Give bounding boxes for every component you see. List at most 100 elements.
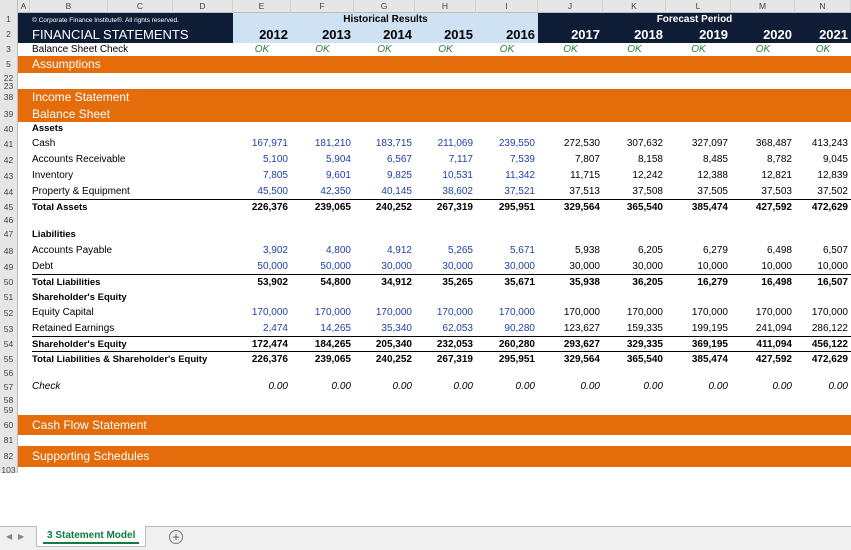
value-ar-2013[interactable]: 5,904	[325, 154, 351, 165]
value-inventory-2016[interactable]: 11,342	[505, 170, 535, 181]
value-ar-2020[interactable]: 8,782	[766, 154, 792, 165]
value-inventory-2012[interactable]: 7,805	[262, 170, 288, 181]
value-total_liab-2021[interactable]: 16,507	[817, 277, 848, 288]
value-equity_capital-2019[interactable]: 170,000	[691, 307, 728, 318]
value-total_liab-2017[interactable]: 35,938	[569, 277, 600, 288]
subheader-assets-header[interactable]: Assets	[32, 123, 64, 134]
value-ap-2020[interactable]: 6,498	[766, 245, 792, 256]
value-equity_capital-2021[interactable]: 170,000	[811, 307, 848, 318]
value-inventory-2019[interactable]: 12,388	[697, 170, 728, 181]
value-total_assets-2013[interactable]: 239,065	[314, 202, 351, 213]
check-value-2018[interactable]: 0.00	[643, 381, 663, 392]
row-number[interactable]: 57	[0, 379, 18, 395]
value-ap-2013[interactable]: 4,800	[325, 245, 351, 256]
value-total_assets-2018[interactable]: 365,540	[626, 202, 663, 213]
check-value-2019[interactable]: 0.00	[708, 381, 728, 392]
value-cash-2018[interactable]: 307,632	[626, 138, 663, 149]
year-header-2019[interactable]: 2019	[666, 26, 731, 43]
row-label-inventory[interactable]: Inventory	[32, 170, 74, 181]
value-total_le-2019[interactable]: 385,474	[691, 354, 728, 365]
row-number[interactable]: 81	[0, 435, 18, 446]
balance-check-ok[interactable]: OK	[377, 44, 392, 55]
column-header-l[interactable]: L	[666, 0, 731, 13]
value-retained-2013[interactable]: 14,265	[291, 321, 354, 337]
row-number[interactable]: 5	[0, 56, 18, 73]
value-equity_capital-2018[interactable]: 170,000	[626, 307, 663, 318]
row-number[interactable]: 56	[0, 367, 18, 379]
value-cash-2014[interactable]: 183,715	[375, 138, 412, 149]
value-ppe-2017[interactable]: 37,513	[538, 184, 603, 200]
value-total_liab-2020[interactable]: 16,498	[761, 277, 792, 288]
check-value-2014[interactable]: 0.00	[392, 381, 412, 392]
value-total_equity-2012[interactable]: 172,474	[233, 337, 291, 352]
balance-check-ok[interactable]: OK	[815, 44, 831, 55]
value-inventory-2017[interactable]: 11,715	[570, 170, 600, 181]
section-header-balance-sheet[interactable]: Balance Sheet	[18, 106, 851, 122]
row-number[interactable]: 38	[0, 89, 18, 106]
row-number[interactable]: 45	[0, 200, 18, 215]
column-header-c[interactable]: C	[108, 0, 173, 13]
row-label-retained[interactable]: Retained Earnings	[32, 321, 233, 337]
column-header-f[interactable]: F	[291, 0, 354, 13]
value-total_equity-2016[interactable]: 260,280	[476, 337, 538, 352]
value-total_assets-2017[interactable]: 329,564	[563, 202, 600, 213]
value-equity_capital-2012[interactable]: 170,000	[251, 307, 288, 318]
value-equity_capital-2016[interactable]: 170,000	[498, 307, 535, 318]
value-total_le-2014[interactable]: 240,252	[375, 354, 412, 365]
value-total_liab-2013[interactable]: 54,800	[320, 277, 351, 288]
balance-check-ok[interactable]: OK	[627, 44, 642, 55]
row-number[interactable]: 40	[0, 122, 18, 136]
value-ap-2015[interactable]: 5,265	[447, 245, 473, 256]
row-number[interactable]: 39	[0, 106, 18, 122]
section-header-income-statement[interactable]: Income Statement	[18, 89, 851, 106]
check-row-label[interactable]: Check	[32, 381, 61, 392]
value-debt-2012[interactable]: 50,000	[233, 259, 291, 275]
value-inventory-2013[interactable]: 9,601	[325, 170, 351, 181]
value-debt-2021[interactable]: 10,000	[795, 259, 851, 275]
value-total_liab-2018[interactable]: 36,205	[632, 277, 663, 288]
value-debt-2014[interactable]: 30,000	[354, 259, 415, 275]
value-cash-2015[interactable]: 211,069	[437, 138, 473, 149]
value-equity_capital-2015[interactable]: 170,000	[436, 307, 473, 318]
value-ppe-2021[interactable]: 37,502	[795, 184, 851, 200]
value-total_le-2013[interactable]: 239,065	[314, 354, 351, 365]
row-number[interactable]: 54	[0, 337, 18, 352]
value-total_le-2017[interactable]: 329,564	[563, 354, 600, 365]
value-total_liab-2012[interactable]: 53,902	[257, 277, 288, 288]
column-header-m[interactable]: M	[731, 0, 795, 13]
value-total_assets-2019[interactable]: 385,474	[691, 202, 728, 213]
value-total_assets-2016[interactable]: 295,951	[498, 202, 535, 213]
year-header-2012[interactable]: 2012	[233, 26, 291, 43]
value-ppe-2015[interactable]: 38,602	[415, 184, 476, 200]
row-label-debt[interactable]: Debt	[32, 259, 233, 275]
value-ap-2012[interactable]: 3,902	[262, 245, 288, 256]
balance-check-ok[interactable]: OK	[691, 44, 706, 55]
check-value-2016[interactable]: 0.00	[515, 381, 535, 392]
row-number[interactable]: 51	[0, 290, 18, 305]
value-ar-2018[interactable]: 8,158	[637, 154, 663, 165]
value-total_equity-2020[interactable]: 411,094	[731, 337, 795, 352]
value-inventory-2015[interactable]: 10,531	[442, 170, 473, 181]
balance-check-ok[interactable]: OK	[438, 44, 453, 55]
section-header-cash-flow[interactable]: Cash Flow Statement	[18, 415, 851, 435]
value-ap-2018[interactable]: 6,205	[637, 245, 663, 256]
value-total_le-2015[interactable]: 267,319	[436, 354, 473, 365]
row-number[interactable]: 23	[0, 82, 18, 90]
row-number[interactable]: 41	[0, 136, 18, 152]
value-ar-2012[interactable]: 5,100	[262, 154, 288, 165]
row-number[interactable]: 60	[0, 415, 18, 435]
column-header-e[interactable]: E	[233, 0, 291, 13]
value-ppe-2020[interactable]: 37,503	[731, 184, 795, 200]
value-total_equity-2013[interactable]: 184,265	[291, 337, 354, 352]
row-number[interactable]: 53	[0, 321, 18, 337]
row-number[interactable]: 82	[0, 446, 18, 467]
row-number[interactable]: 49	[0, 259, 18, 275]
balance-check-ok[interactable]: OK	[254, 44, 270, 55]
row-label-cash[interactable]: Cash	[32, 138, 56, 149]
row-number[interactable]: 59	[0, 406, 18, 415]
year-header-2020[interactable]: 2020	[731, 26, 795, 43]
value-total_equity-2019[interactable]: 369,195	[666, 337, 731, 352]
column-header-k[interactable]: K	[603, 0, 666, 13]
section-header-assumptions[interactable]: Assumptions	[18, 56, 851, 73]
value-ar-2015[interactable]: 7,117	[448, 154, 473, 165]
